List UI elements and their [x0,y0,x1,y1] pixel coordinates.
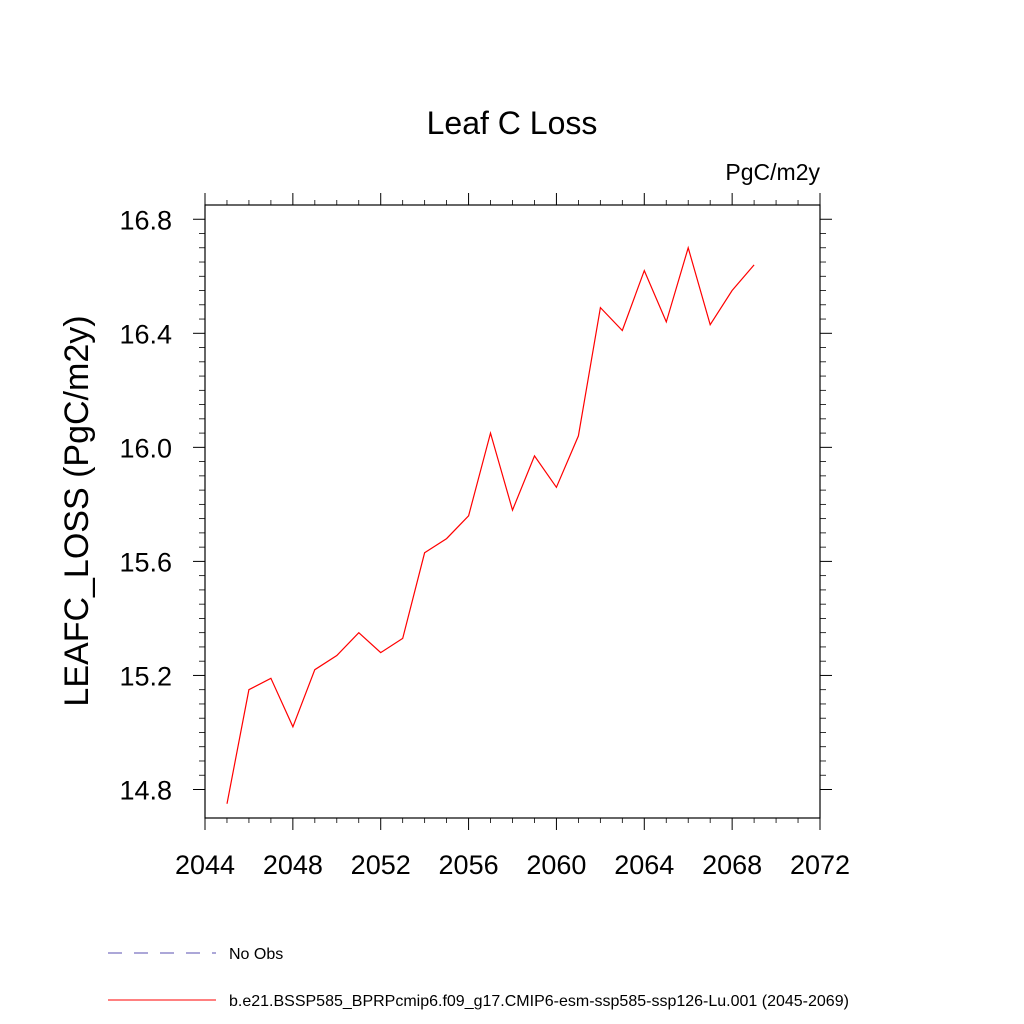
x-tick-label: 2048 [263,850,323,880]
y-axis-label: LEAFC_LOSS (PgC/m2y) [58,315,96,706]
x-tick-label: 2044 [175,850,235,880]
x-tick-label: 2064 [614,850,674,880]
y-tick-label: 16.8 [119,205,172,235]
y-tick-label: 14.8 [119,775,172,805]
axis-ticks: 2044 2048 2052 2056 2060 2064 2068 2072 14.8 15.2… [119,193,850,880]
x-tick-label: 2056 [439,850,499,880]
y-tick-label: 15.2 [119,661,172,691]
legend: No Obs b.e21.BSSP585_BPRPcmip6.f09_g17.CM… [108,946,849,1010]
units-label: PgC/m2y [725,159,820,185]
series-line [226,245,755,804]
x-tick-label: 2068 [702,850,762,880]
x-tick-label: 2072 [790,850,850,880]
y-tick-label: 16.0 [119,433,172,463]
series-layer [226,245,755,804]
chart-title: Leaf C Loss [427,105,598,141]
y-tick-label: 15.6 [119,547,172,577]
y-tick-label: 16.4 [119,319,172,349]
x-tick-label: 2052 [351,850,411,880]
plot-frame [204,204,821,819]
legend-label: No Obs [229,946,283,963]
x-tick-label: 2060 [526,850,586,880]
legend-label: b.e21.BSSP585_BPRPcmip6.f09_g17.CMIP6-es… [229,993,849,1010]
